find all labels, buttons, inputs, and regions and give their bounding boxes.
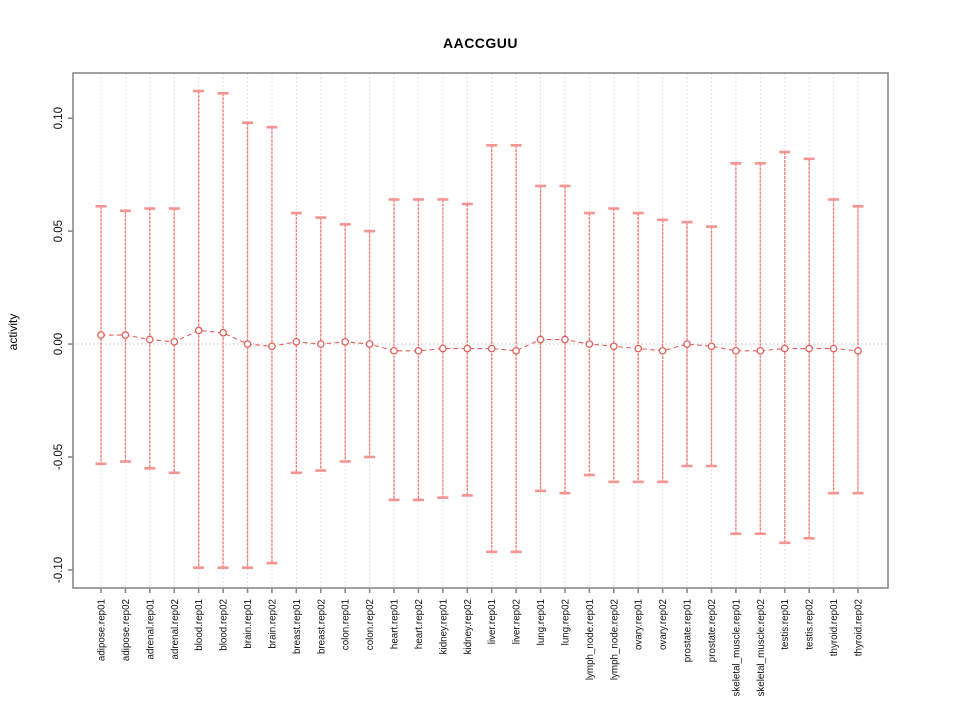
data-point bbox=[658, 346, 667, 355]
data-point bbox=[243, 340, 252, 348]
data-point bbox=[634, 344, 643, 353]
x-tick-label: thyroid.rep02 bbox=[854, 599, 865, 656]
data-point bbox=[683, 340, 691, 348]
data-point bbox=[585, 340, 594, 348]
x-tick-label: lymph_node.rep01 bbox=[585, 599, 596, 680]
data-point bbox=[463, 344, 472, 353]
plot-frame bbox=[72, 72, 889, 589]
data-point bbox=[561, 335, 569, 344]
x-tick-label: breast.rep02 bbox=[316, 599, 327, 654]
x-tick-label: liver.rep01 bbox=[487, 599, 498, 644]
data-point bbox=[536, 335, 545, 344]
x-tick-label: kidney.rep02 bbox=[463, 599, 474, 654]
data-point bbox=[805, 344, 814, 353]
data-point bbox=[732, 346, 740, 355]
y-tick-label: 0.00 bbox=[53, 333, 65, 355]
x-tick-label: colon.rep02 bbox=[365, 599, 376, 650]
data-point bbox=[756, 346, 765, 355]
data-point bbox=[121, 331, 130, 339]
x-tick-label: prostate.rep02 bbox=[707, 599, 718, 662]
data-point bbox=[97, 331, 105, 339]
data-point bbox=[341, 337, 350, 346]
x-tick-label: lymph_node.rep02 bbox=[609, 599, 620, 680]
chart-title: AACCGUU bbox=[442, 35, 519, 51]
series-connector-line bbox=[101, 329, 859, 352]
data-point bbox=[145, 335, 154, 344]
x-tick-label: heart.rep01 bbox=[390, 599, 401, 649]
data-point bbox=[170, 337, 179, 346]
x-tick-label: prostate.rep01 bbox=[683, 599, 694, 662]
data-point bbox=[365, 340, 374, 348]
x-tick-label: lung.rep02 bbox=[560, 599, 571, 645]
x-tick-label: adipose.rep01 bbox=[97, 599, 108, 661]
data-point bbox=[268, 342, 276, 351]
x-tick-label: heart.rep02 bbox=[414, 599, 425, 649]
x-tick-label: lung.rep01 bbox=[536, 599, 547, 645]
data-point bbox=[439, 344, 447, 353]
data-point bbox=[780, 344, 789, 353]
y-tick-label: 0.10 bbox=[53, 107, 65, 129]
x-tick-label: skeletal_muscle.rep02 bbox=[756, 599, 767, 696]
x-tick-label: breast.rep01 bbox=[292, 599, 303, 654]
y-tick-label: -0.10 bbox=[53, 557, 65, 583]
data-point bbox=[609, 342, 618, 351]
x-tick-label: kidney.rep01 bbox=[438, 599, 449, 654]
x-tick-label: ovary.rep02 bbox=[658, 599, 669, 650]
data-point bbox=[707, 342, 716, 351]
data-point bbox=[414, 346, 423, 355]
x-tick-label: testis.rep01 bbox=[780, 599, 791, 650]
y-tick-label: -0.05 bbox=[53, 444, 65, 470]
data-point bbox=[292, 337, 301, 346]
x-tick-label: blood.rep01 bbox=[194, 599, 205, 651]
data-point bbox=[219, 328, 227, 337]
x-tick-label: adrenal.rep02 bbox=[170, 599, 181, 659]
x-tick-label: colon.rep01 bbox=[341, 599, 352, 650]
data-point bbox=[854, 346, 862, 355]
x-tick-label: testis.rep02 bbox=[805, 599, 816, 650]
x-tick-label: brain.rep02 bbox=[267, 599, 278, 649]
x-tick-label: thyroid.rep01 bbox=[829, 599, 840, 656]
data-point bbox=[829, 344, 838, 353]
data-point bbox=[390, 346, 398, 355]
y-axis-title-text: activity bbox=[6, 313, 20, 351]
x-tick-label: skeletal_muscle.rep01 bbox=[731, 599, 742, 696]
data-point bbox=[194, 326, 203, 335]
data-point bbox=[487, 344, 496, 353]
x-tick-label: adrenal.rep01 bbox=[145, 599, 156, 659]
x-tick-label: brain.rep01 bbox=[243, 599, 254, 649]
x-tick-label: adipose.rep02 bbox=[121, 599, 132, 661]
y-tick-label: 0.05 bbox=[53, 220, 65, 242]
data-point bbox=[512, 346, 520, 355]
x-tick-label: blood.rep02 bbox=[219, 599, 230, 651]
data-point bbox=[316, 340, 325, 348]
x-tick-label: liver.rep02 bbox=[512, 599, 523, 644]
x-tick-label: ovary.rep01 bbox=[634, 599, 645, 650]
